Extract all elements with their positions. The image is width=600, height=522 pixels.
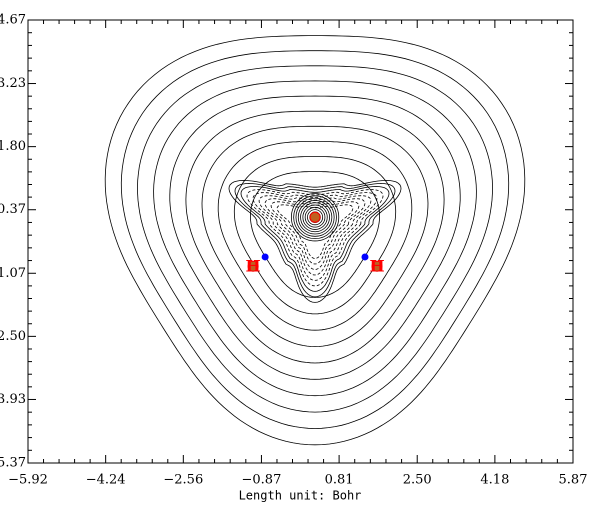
contour-line bbox=[304, 206, 326, 228]
critical-point bbox=[361, 253, 369, 261]
atom-label: H bbox=[369, 257, 384, 276]
contour-line bbox=[307, 209, 324, 226]
x-tick-label: −2.56 bbox=[163, 473, 203, 488]
x-tick-label: −0.87 bbox=[242, 473, 282, 488]
y-tick-label: 1.80 bbox=[0, 139, 26, 154]
contour-line bbox=[258, 195, 372, 276]
contour-line bbox=[233, 156, 397, 315]
contour-line bbox=[302, 204, 328, 230]
contour-line bbox=[217, 140, 413, 331]
critical-point bbox=[261, 253, 269, 261]
y-tick-label: 4.67 bbox=[0, 13, 26, 28]
contour-line bbox=[153, 80, 477, 397]
contour-line bbox=[120, 50, 510, 429]
contour-line bbox=[252, 192, 378, 281]
nucleus bbox=[371, 260, 383, 272]
y-tick-label: −1.07 bbox=[0, 266, 26, 281]
nucleus bbox=[247, 260, 259, 272]
x-tick-label: 5.87 bbox=[559, 473, 588, 488]
contour-line bbox=[185, 110, 445, 364]
x-tick-label: −5.92 bbox=[8, 473, 48, 488]
contour-line bbox=[295, 197, 335, 237]
contour-line bbox=[297, 200, 333, 235]
contour-line bbox=[270, 201, 360, 265]
contour-lines bbox=[104, 35, 526, 446]
contour-line bbox=[137, 65, 493, 413]
x-tick-label: 2.50 bbox=[403, 473, 432, 488]
contour-line bbox=[246, 189, 384, 287]
contour-line bbox=[300, 202, 330, 233]
contour-line bbox=[201, 125, 429, 348]
contour-line bbox=[169, 95, 461, 380]
x-tick-label: −4.24 bbox=[86, 473, 126, 488]
contour-line bbox=[228, 179, 402, 303]
y-tick-label: −5.37 bbox=[0, 456, 26, 471]
contour-line bbox=[293, 195, 337, 240]
contour-line bbox=[234, 182, 396, 298]
atom-label: H bbox=[246, 257, 261, 276]
y-tick-label: 0.37 bbox=[0, 202, 26, 217]
x-axis-label: Length unit: Bohr bbox=[239, 489, 362, 503]
contour-line bbox=[264, 198, 366, 270]
x-tick-label: 4.18 bbox=[480, 473, 509, 488]
y-tick-label: −2.50 bbox=[0, 329, 26, 344]
contour-line bbox=[240, 186, 390, 292]
y-tick-label: −3.93 bbox=[0, 392, 26, 407]
nucleus bbox=[309, 211, 321, 223]
contour-line bbox=[249, 171, 381, 298]
x-tick-label: 0.81 bbox=[325, 473, 354, 488]
y-tick-label: 3.23 bbox=[0, 76, 26, 91]
plot-frame bbox=[27, 19, 574, 464]
contour-line bbox=[104, 35, 526, 446]
contour-line bbox=[290, 193, 340, 242]
